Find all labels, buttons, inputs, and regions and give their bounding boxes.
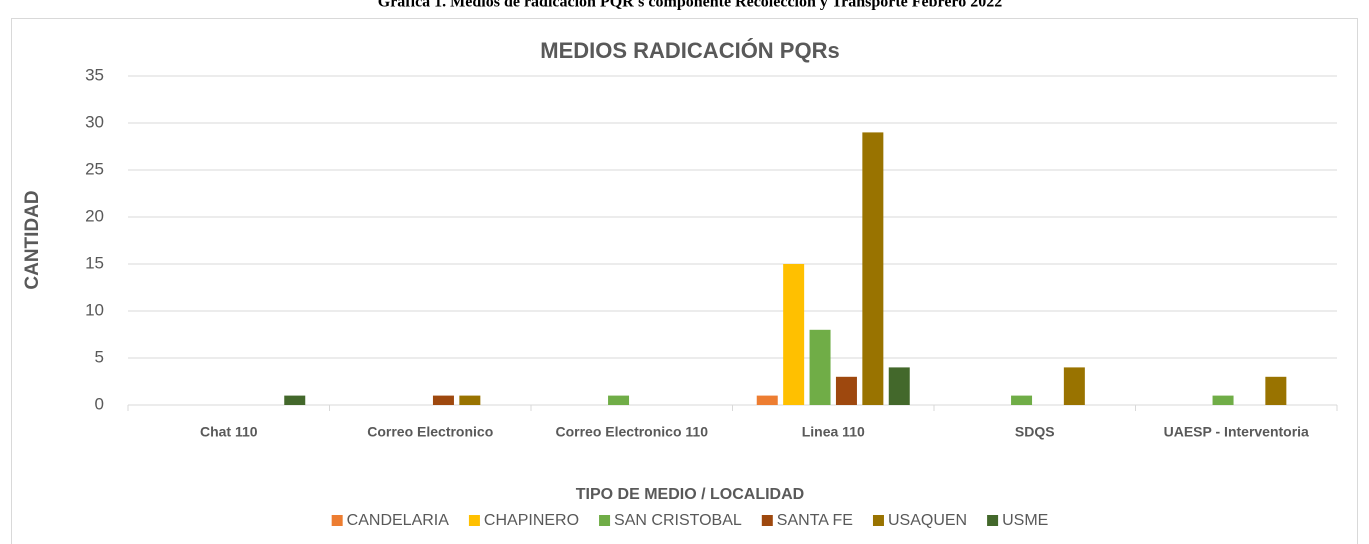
y-tick-label: 30 xyxy=(85,112,104,131)
legend-swatch xyxy=(468,515,480,526)
legend-swatch xyxy=(599,515,611,526)
chart-title: MEDIOS RADICACIÓN PQRs xyxy=(540,38,839,63)
y-axis-title: CANTIDAD xyxy=(22,190,43,289)
bar xyxy=(1212,395,1234,405)
x-tick-label: Correo Electronico xyxy=(367,424,493,440)
bar xyxy=(608,395,630,405)
y-tick-label: 15 xyxy=(85,253,104,272)
x-tick-label: Correo Electronico 110 xyxy=(555,424,708,440)
y-tick-label: 35 xyxy=(85,65,104,84)
legend-label: USAQUEN xyxy=(888,512,967,529)
bar xyxy=(783,264,805,405)
bar xyxy=(1011,395,1033,405)
x-tick-label: Chat 110 xyxy=(200,424,258,440)
legend-label: SAN CRISTOBAL xyxy=(614,512,742,529)
x-axis-title: TIPO DE MEDIO / LOCALIDAD xyxy=(576,486,804,503)
bar xyxy=(432,395,454,405)
legend-swatch xyxy=(872,515,884,526)
x-tick-label: Linea 110 xyxy=(802,424,865,440)
bar xyxy=(1063,367,1085,405)
chart-border xyxy=(11,18,1358,544)
legend-label: SANTA FE xyxy=(777,512,853,529)
bar xyxy=(756,395,778,405)
legend-label: USME xyxy=(1002,512,1048,529)
legend-label: CHAPINERO xyxy=(484,512,579,529)
legend-swatch xyxy=(987,515,999,526)
bar xyxy=(835,376,857,405)
y-tick-label: 5 xyxy=(95,347,104,366)
legend-swatch xyxy=(761,515,773,526)
bar xyxy=(888,367,910,405)
x-tick-label: SDQS xyxy=(1015,424,1055,440)
bar xyxy=(459,395,481,405)
y-tick-label: 25 xyxy=(85,159,104,178)
bar xyxy=(809,329,831,405)
y-tick-label: 0 xyxy=(95,394,104,413)
bar xyxy=(1265,376,1287,405)
caption: Gráfica 1. Medios de radicación PQR's co… xyxy=(378,0,1003,11)
x-tick-label: UAESP - Interventoria xyxy=(1164,424,1309,440)
y-tick-label: 10 xyxy=(85,300,104,319)
y-tick-label: 20 xyxy=(85,206,104,225)
legend-swatch xyxy=(331,515,343,526)
legend-label: CANDELARIA xyxy=(347,512,450,529)
bar xyxy=(284,395,306,405)
bar xyxy=(862,132,884,405)
